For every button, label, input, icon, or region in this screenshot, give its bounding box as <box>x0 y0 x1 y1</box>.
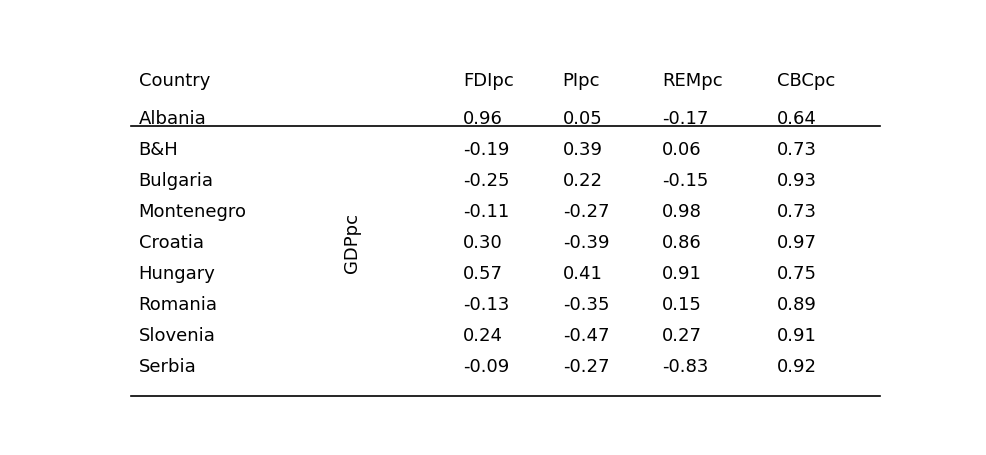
Text: 0.22: 0.22 <box>563 172 602 190</box>
Text: 0.91: 0.91 <box>662 264 702 282</box>
Text: Bulgaria: Bulgaria <box>138 172 214 190</box>
Text: Croatia: Croatia <box>138 233 203 251</box>
Text: Montenegro: Montenegro <box>138 202 246 221</box>
Text: 0.06: 0.06 <box>662 141 702 159</box>
Text: 0.05: 0.05 <box>563 110 602 128</box>
Text: Albania: Albania <box>138 110 206 128</box>
Text: Romania: Romania <box>138 295 218 313</box>
Text: -0.19: -0.19 <box>463 141 510 159</box>
Text: GDPpc: GDPpc <box>343 212 362 273</box>
Text: -0.11: -0.11 <box>463 202 510 221</box>
Text: B&H: B&H <box>138 141 178 159</box>
Text: 0.93: 0.93 <box>777 172 816 190</box>
Text: Serbia: Serbia <box>138 357 196 374</box>
Text: 0.91: 0.91 <box>777 326 816 344</box>
Text: 0.96: 0.96 <box>463 110 503 128</box>
Text: 0.97: 0.97 <box>777 233 816 251</box>
Text: -0.13: -0.13 <box>463 295 510 313</box>
Text: -0.47: -0.47 <box>563 326 609 344</box>
Text: -0.27: -0.27 <box>563 357 609 374</box>
Text: 0.73: 0.73 <box>777 141 816 159</box>
Text: 0.86: 0.86 <box>662 233 702 251</box>
Text: Slovenia: Slovenia <box>138 326 215 344</box>
Text: 0.41: 0.41 <box>563 264 602 282</box>
Text: -0.15: -0.15 <box>662 172 708 190</box>
Text: 0.57: 0.57 <box>463 264 503 282</box>
Text: Country: Country <box>138 72 210 90</box>
Text: -0.83: -0.83 <box>662 357 708 374</box>
Text: FDIpc: FDIpc <box>463 72 514 90</box>
Text: 0.98: 0.98 <box>662 202 702 221</box>
Text: 0.73: 0.73 <box>777 202 816 221</box>
Text: REMpc: REMpc <box>662 72 723 90</box>
Text: -0.17: -0.17 <box>662 110 708 128</box>
Text: 0.75: 0.75 <box>777 264 816 282</box>
Text: Hungary: Hungary <box>138 264 215 282</box>
Text: -0.39: -0.39 <box>563 233 609 251</box>
Text: PIpc: PIpc <box>563 72 600 90</box>
Text: 0.92: 0.92 <box>777 357 816 374</box>
Text: 0.64: 0.64 <box>777 110 816 128</box>
Text: -0.27: -0.27 <box>563 202 609 221</box>
Text: CBCpc: CBCpc <box>777 72 835 90</box>
Text: -0.09: -0.09 <box>463 357 510 374</box>
Text: -0.35: -0.35 <box>563 295 609 313</box>
Text: 0.24: 0.24 <box>463 326 503 344</box>
Text: 0.89: 0.89 <box>777 295 816 313</box>
Text: 0.30: 0.30 <box>463 233 503 251</box>
Text: 0.39: 0.39 <box>563 141 602 159</box>
Text: -0.25: -0.25 <box>463 172 510 190</box>
Text: 0.15: 0.15 <box>662 295 702 313</box>
Text: 0.27: 0.27 <box>662 326 702 344</box>
